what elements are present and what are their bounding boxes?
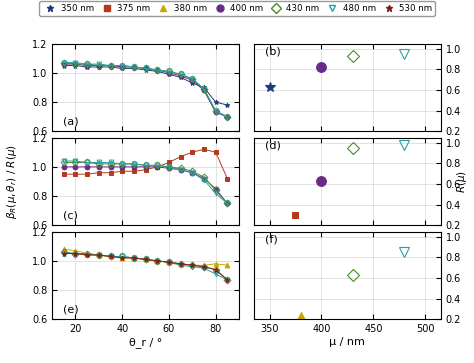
Text: (d): (d)	[265, 140, 281, 150]
Text: $\beta_R(\mu,\theta_r)\ /\ R(\mu)$: $\beta_R(\mu,\theta_r)\ /\ R(\mu)$	[5, 144, 19, 219]
Text: (b): (b)	[265, 46, 281, 56]
Text: (c): (c)	[64, 211, 78, 220]
Text: (f): (f)	[265, 234, 278, 244]
X-axis label: θ_r / °: θ_r / °	[129, 337, 162, 348]
Text: (a): (a)	[64, 117, 79, 126]
Legend: 350 nm, 375 nm, 380 nm, 400 nm, 430 nm, 480 nm, 530 nm: 350 nm, 375 nm, 380 nm, 400 nm, 430 nm, …	[39, 1, 435, 16]
Text: (e): (e)	[64, 305, 79, 314]
X-axis label: μ / nm: μ / nm	[329, 337, 365, 347]
Text: $R(\mu)$: $R(\mu)$	[455, 170, 469, 193]
